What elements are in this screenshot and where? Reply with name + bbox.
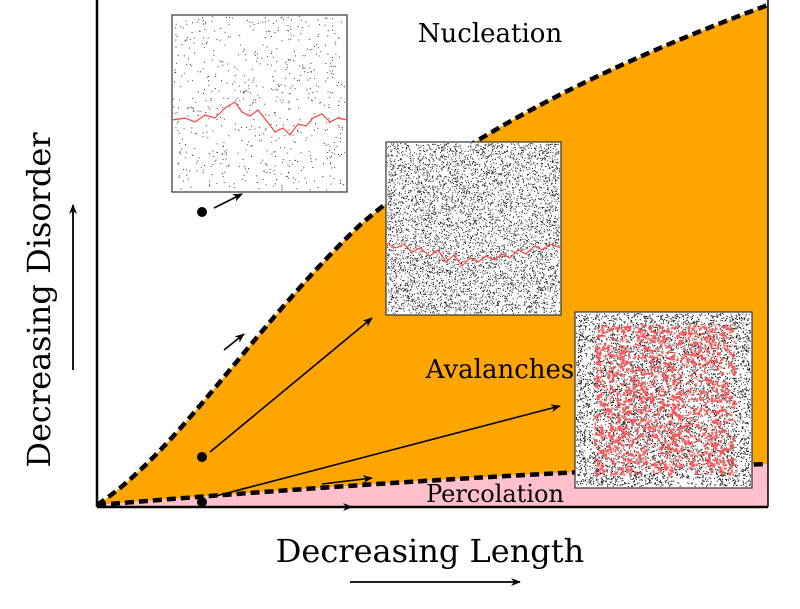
crack-line-nucleation bbox=[171, 101, 348, 136]
avalanches-label: Avalanches bbox=[425, 355, 575, 385]
start-dot-bottom bbox=[197, 497, 207, 507]
start-dot-top bbox=[197, 207, 207, 217]
inset-avalanches bbox=[385, 141, 562, 316]
arrow-along-lower-boundary bbox=[321, 475, 373, 485]
y-axis-label: Decreasing Disorder bbox=[20, 132, 58, 468]
nucleation-label: Nucleation bbox=[418, 19, 563, 49]
inset-nucleation bbox=[171, 14, 348, 193]
start-dot-middle bbox=[197, 452, 207, 462]
inset-percolation bbox=[574, 311, 753, 489]
percolation-label: Percolation bbox=[426, 480, 564, 508]
arrow-to-avalanches-inset bbox=[209, 317, 373, 453]
crack-line-avalanches bbox=[385, 242, 562, 267]
arrow-along-upper-boundary bbox=[223, 333, 245, 351]
upper-phase-boundary bbox=[95, 2, 769, 507]
x-axis-label: Decreasing Length bbox=[276, 532, 585, 570]
arrow-to-percolation-inset bbox=[211, 404, 561, 498]
arrow-to-nucleation-inset bbox=[213, 193, 243, 209]
